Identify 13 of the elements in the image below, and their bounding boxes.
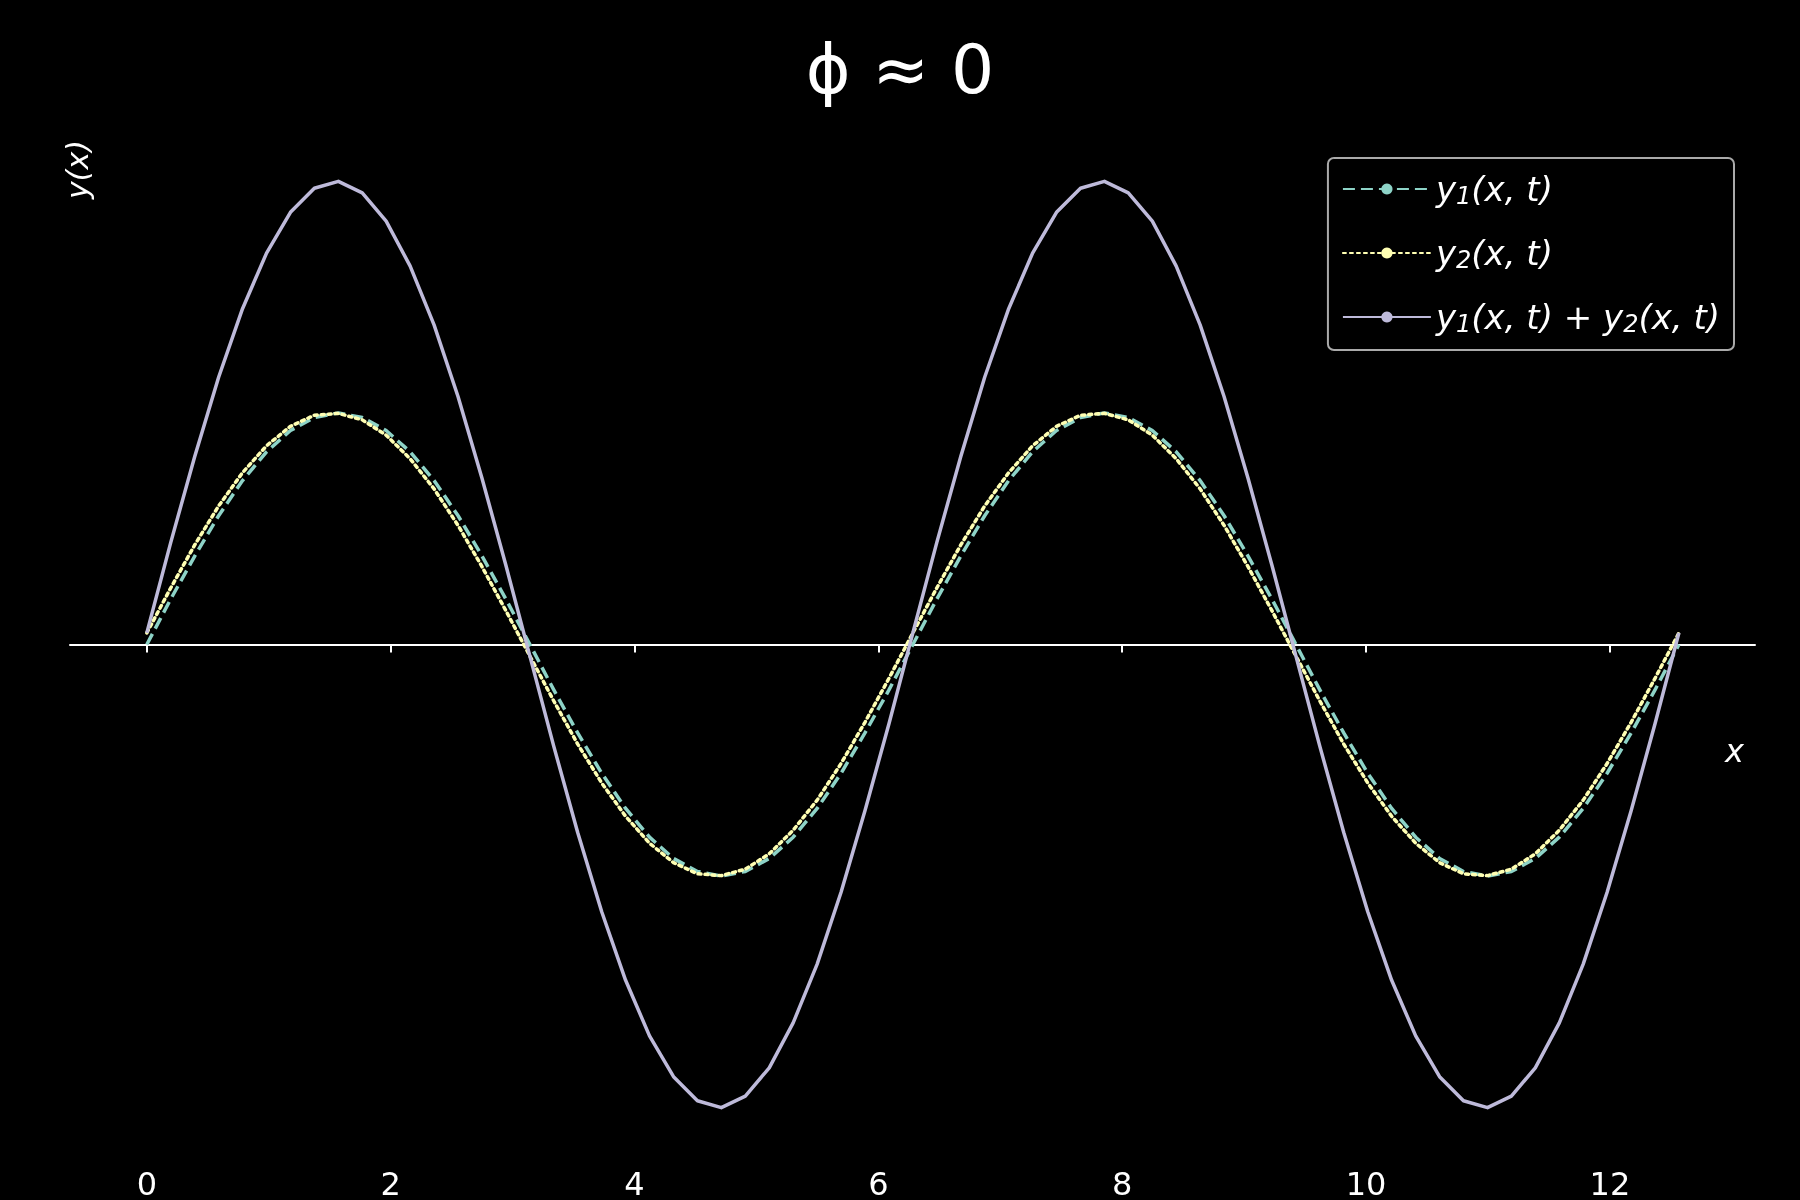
x-tick-label: 6	[868, 1165, 889, 1200]
x-tick-label: 0	[136, 1165, 157, 1200]
x-axis-title: x	[1724, 731, 1745, 770]
y-axis-title: y(x)	[59, 139, 95, 200]
x-tick-label: 12	[1589, 1165, 1631, 1200]
x-tick-label: 8	[1112, 1165, 1133, 1200]
x-tick-label: 4	[624, 1165, 645, 1200]
x-tick-label: 2	[380, 1165, 401, 1200]
legend-label: y1(x, t)	[1434, 169, 1553, 210]
legend-label: y1(x, t) + y2(x, t)	[1434, 297, 1721, 338]
legend-label: y2(x, t)	[1434, 233, 1553, 274]
x-tick-label: 10	[1345, 1165, 1387, 1200]
chart-title: ϕ ≈ 0	[805, 29, 995, 109]
